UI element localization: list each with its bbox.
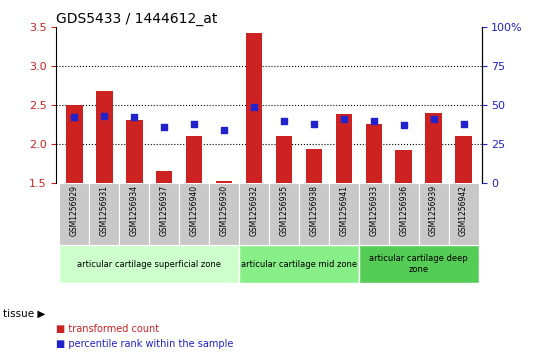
Text: GSM1256941: GSM1256941: [339, 185, 348, 236]
Point: [130, 115, 139, 121]
Bar: [179, 183, 209, 245]
Point: [160, 124, 168, 130]
Bar: [149, 183, 179, 245]
Point: [309, 121, 318, 127]
Bar: [426, 113, 442, 183]
Bar: [359, 183, 389, 245]
Text: GSM1256938: GSM1256938: [309, 185, 318, 236]
Bar: [419, 183, 449, 245]
Text: tissue ▶: tissue ▶: [3, 309, 45, 319]
Bar: [299, 183, 329, 245]
Bar: [186, 136, 202, 183]
Bar: [395, 150, 412, 183]
Point: [190, 121, 199, 127]
Bar: [365, 124, 382, 183]
Bar: [66, 105, 83, 183]
Bar: [60, 245, 239, 283]
Text: GSM1256935: GSM1256935: [279, 185, 288, 236]
Bar: [239, 183, 269, 245]
Bar: [389, 183, 419, 245]
Text: GSM1256936: GSM1256936: [399, 185, 408, 236]
Text: GSM1256934: GSM1256934: [130, 185, 139, 236]
Point: [429, 116, 438, 122]
Text: GSM1256940: GSM1256940: [190, 185, 199, 236]
Point: [399, 122, 408, 128]
Point: [339, 116, 348, 122]
Bar: [306, 150, 322, 183]
Bar: [89, 183, 119, 245]
Text: ■ transformed count: ■ transformed count: [56, 324, 160, 334]
Bar: [276, 136, 292, 183]
Bar: [216, 181, 232, 183]
Bar: [126, 120, 143, 183]
Bar: [359, 245, 478, 283]
Bar: [60, 183, 89, 245]
Text: articular cartilage mid zone: articular cartilage mid zone: [241, 260, 357, 269]
Bar: [455, 136, 472, 183]
Text: GSM1256933: GSM1256933: [369, 185, 378, 236]
Bar: [329, 183, 359, 245]
Bar: [156, 171, 173, 183]
Point: [70, 115, 79, 121]
Text: ■ percentile rank within the sample: ■ percentile rank within the sample: [56, 339, 234, 349]
Bar: [96, 91, 112, 183]
Point: [280, 118, 288, 123]
Text: GSM1256937: GSM1256937: [160, 185, 169, 236]
Point: [459, 121, 468, 127]
Text: GSM1256939: GSM1256939: [429, 185, 438, 236]
Text: articular cartilage deep
zone: articular cartilage deep zone: [369, 254, 468, 274]
Text: GDS5433 / 1444612_at: GDS5433 / 1444612_at: [56, 12, 218, 26]
Point: [250, 104, 258, 110]
Point: [220, 127, 229, 133]
Point: [100, 113, 109, 119]
Point: [370, 118, 378, 123]
Text: articular cartilage superficial zone: articular cartilage superficial zone: [77, 260, 221, 269]
Bar: [246, 33, 262, 183]
Bar: [239, 245, 359, 283]
Text: GSM1256930: GSM1256930: [220, 185, 229, 236]
Bar: [119, 183, 149, 245]
Text: GSM1256932: GSM1256932: [250, 185, 259, 236]
Text: GSM1256929: GSM1256929: [70, 185, 79, 236]
Bar: [269, 183, 299, 245]
Bar: [336, 114, 352, 183]
Text: GSM1256942: GSM1256942: [459, 185, 468, 236]
Text: GSM1256931: GSM1256931: [100, 185, 109, 236]
Bar: [449, 183, 478, 245]
Bar: [209, 183, 239, 245]
